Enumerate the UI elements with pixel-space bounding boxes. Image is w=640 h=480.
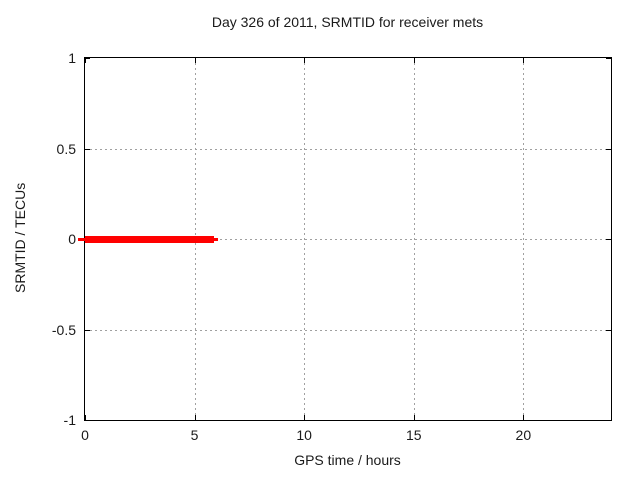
x-tick-label: 15 — [405, 427, 422, 443]
y-tick-left — [85, 58, 90, 59]
x-tick-bottom — [194, 415, 196, 420]
x-tick-label: 20 — [515, 427, 532, 443]
y-tick-right — [606, 239, 611, 240]
x-tick-bottom — [304, 415, 306, 420]
y-tick-right — [606, 148, 611, 150]
y-tick-right — [606, 420, 611, 421]
chart-title: Day 326 of 2011, SRMTID for receiver met… — [211, 14, 484, 30]
series-line — [85, 235, 215, 243]
y-grid-line — [85, 239, 611, 240]
x-axis-title: GPS time / hours — [294, 452, 401, 468]
x-tick-top — [413, 58, 415, 63]
plot-area: 0 5 10 15 20 1 0.5 0 -0.5 -1 — [52, 50, 612, 443]
y-tick-right — [606, 329, 611, 331]
y-tick-right — [606, 58, 611, 59]
y-tick-label: 1 — [68, 50, 76, 66]
x-tick-bottom — [85, 415, 86, 420]
y-grid-line — [85, 329, 611, 331]
y-grid-line — [85, 148, 611, 150]
x-tick-label: 0 — [81, 427, 89, 443]
x-tick-label: 10 — [296, 427, 312, 443]
y-tick-left — [85, 420, 90, 421]
y-tick-label: -0.5 — [51, 321, 76, 338]
x-tick-bottom — [523, 415, 525, 420]
x-tick-top — [85, 58, 86, 63]
x-tick-top — [304, 58, 306, 63]
y-tick-label: -1 — [63, 412, 76, 428]
y-tick-left — [85, 329, 90, 331]
x-tick-label: 5 — [190, 427, 199, 443]
x-tick-top — [523, 58, 525, 63]
y-tick-label: 0 — [68, 231, 76, 247]
y-tick-label: 0.5 — [56, 140, 76, 157]
x-tick-top — [194, 58, 196, 63]
x-tick-bottom — [413, 415, 415, 420]
y-tick-left — [85, 148, 90, 150]
